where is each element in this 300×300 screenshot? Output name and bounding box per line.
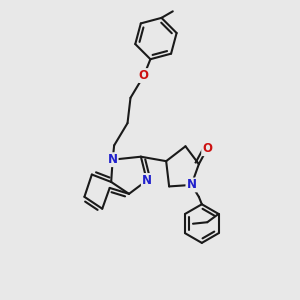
Text: O: O <box>139 69 149 82</box>
Text: O: O <box>202 142 212 155</box>
Text: N: N <box>108 153 118 166</box>
Text: N: N <box>142 174 152 187</box>
Text: N: N <box>186 178 197 191</box>
